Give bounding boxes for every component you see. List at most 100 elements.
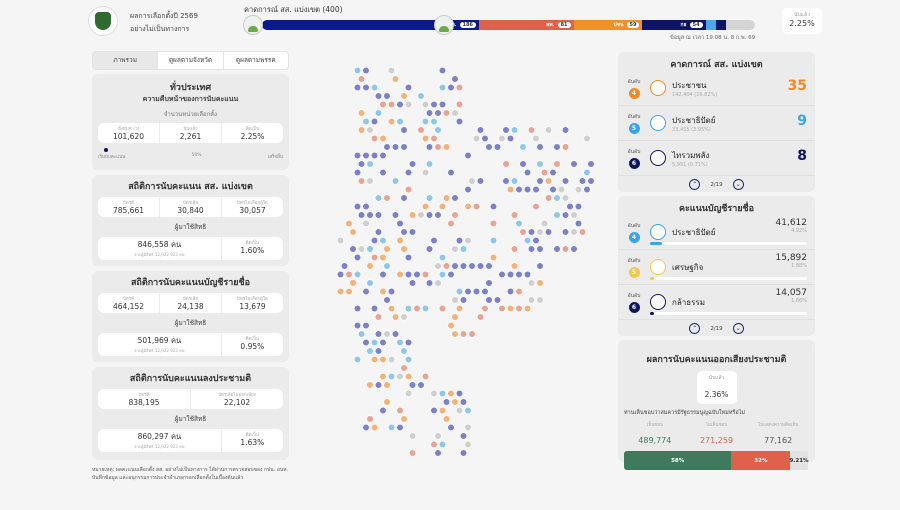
constituency-dot[interactable]	[468, 262, 476, 270]
constituency-dot[interactable]	[464, 151, 472, 160]
projection-row[interactable]: อันดับ 5 ประชาธิปัตย์ 33,455 (3.95%) 9	[618, 106, 815, 141]
constituency-dot[interactable]	[379, 168, 387, 177]
constituency-dot[interactable]	[396, 100, 404, 109]
constituency-dot[interactable]	[459, 296, 468, 304]
constituency-dot[interactable]	[438, 100, 447, 109]
partylist-row[interactable]: อันดับ 5 เศรษฐกิจ 15,892 1.88%	[618, 250, 815, 285]
constituency-dot[interactable]	[362, 151, 370, 160]
constituency-dot[interactable]	[425, 211, 434, 219]
constituency-dot[interactable]	[421, 134, 430, 143]
constituency-dot[interactable]	[366, 160, 374, 168]
constituency-dot[interactable]	[498, 270, 506, 279]
constituency-dot[interactable]	[391, 313, 400, 321]
constituency-dot[interactable]	[349, 245, 357, 253]
constituency-dot[interactable]	[549, 168, 557, 177]
chevron-up-icon[interactable]: ⌃	[689, 179, 701, 190]
constituency-dot[interactable]	[451, 398, 459, 406]
constituency-dot[interactable]	[396, 219, 404, 228]
tab-by-province[interactable]: ดูผลตามจังหวัด	[158, 52, 224, 69]
constituency-dot[interactable]	[510, 245, 519, 253]
constituency-dot[interactable]	[379, 372, 387, 381]
constituency-dot[interactable]	[374, 194, 383, 202]
constituency-dot[interactable]	[544, 126, 553, 134]
constituency-dot[interactable]	[430, 236, 438, 245]
constituency-dot[interactable]	[536, 177, 544, 185]
constituency-dot[interactable]	[510, 262, 519, 270]
constituency-dot[interactable]	[408, 228, 417, 236]
constituency-dot[interactable]	[379, 270, 387, 279]
constituency-dot[interactable]	[455, 287, 464, 296]
constituency-dot[interactable]	[515, 304, 523, 313]
constituency-dot[interactable]	[362, 321, 370, 330]
constituency-dot[interactable]	[396, 372, 404, 381]
constituency-dot[interactable]	[553, 143, 561, 151]
constituency-dot[interactable]	[345, 287, 353, 296]
constituency-dot[interactable]	[451, 330, 459, 338]
constituency-dot[interactable]	[366, 245, 374, 253]
constituency-dot[interactable]	[387, 423, 396, 432]
constituency-dot[interactable]	[464, 440, 472, 449]
chevron-down-icon[interactable]: ⌄	[732, 179, 744, 190]
constituency-dot[interactable]	[379, 406, 387, 415]
constituency-dot[interactable]	[387, 66, 396, 75]
constituency-dot[interactable]	[557, 185, 566, 194]
constituency-dot[interactable]	[523, 168, 532, 177]
constituency-dot[interactable]	[362, 66, 370, 75]
constituency-dot[interactable]	[519, 160, 527, 168]
constituency-dot[interactable]	[493, 296, 502, 304]
constituency-dot[interactable]	[404, 338, 413, 347]
constituency-dot[interactable]	[451, 194, 459, 202]
constituency-dot[interactable]	[387, 100, 396, 109]
constituency-dot[interactable]	[391, 75, 400, 83]
constituency-dot[interactable]	[455, 389, 464, 398]
constituency-dot[interactable]	[464, 406, 472, 415]
constituency-dot[interactable]	[515, 270, 523, 279]
constituency-dot[interactable]	[366, 279, 374, 287]
constituency-dot[interactable]	[506, 270, 515, 279]
constituency-dot[interactable]	[561, 211, 570, 219]
constituency-dot[interactable]	[413, 304, 421, 313]
constituency-dot[interactable]	[506, 185, 515, 194]
constituency-dot[interactable]	[459, 398, 468, 406]
constituency-dot[interactable]	[379, 236, 387, 245]
constituency-dot[interactable]	[527, 126, 536, 134]
constituency-dot[interactable]	[570, 245, 578, 253]
constituency-dot[interactable]	[353, 151, 362, 160]
constituency-dot[interactable]	[502, 160, 510, 168]
constituency-dot[interactable]	[374, 313, 383, 321]
constituency-dot[interactable]	[425, 160, 434, 168]
constituency-dot[interactable]	[353, 83, 362, 92]
constituency-dot[interactable]	[574, 202, 583, 211]
constituency-dot[interactable]	[570, 211, 578, 219]
constituency-dot[interactable]	[498, 134, 506, 143]
constituency-dot[interactable]	[421, 168, 430, 177]
constituency-dot[interactable]	[574, 185, 583, 194]
constituency-dot[interactable]	[387, 287, 396, 296]
constituency-dot[interactable]	[370, 304, 379, 313]
constituency-dot[interactable]	[400, 415, 408, 423]
constituency-dot[interactable]	[455, 117, 464, 126]
constituency-dot[interactable]	[472, 287, 481, 296]
constituency-dot[interactable]	[447, 321, 455, 330]
constituency-dot[interactable]	[506, 304, 515, 313]
constituency-dot[interactable]	[391, 211, 400, 219]
constituency-dot[interactable]	[434, 262, 442, 270]
constituency-dot[interactable]	[502, 177, 510, 185]
constituency-dot[interactable]	[417, 381, 425, 389]
constituency-dot[interactable]	[404, 168, 413, 177]
constituency-dot[interactable]	[527, 279, 536, 287]
constituency-dot[interactable]	[370, 423, 379, 432]
constituency-dot[interactable]	[451, 262, 459, 270]
constituency-dot[interactable]	[544, 228, 553, 236]
constituency-dot[interactable]	[370, 338, 379, 347]
constituency-dot[interactable]	[540, 219, 549, 228]
constituency-dot[interactable]	[532, 134, 540, 143]
constituency-dot[interactable]	[519, 143, 527, 151]
constituency-dot[interactable]	[430, 117, 438, 126]
constituency-dot[interactable]	[336, 236, 345, 245]
constituency-dot[interactable]	[523, 185, 532, 194]
projection-row[interactable]: อันดับ 4 ประชาชน 142,404 (16.82%) 35	[618, 71, 815, 106]
constituency-dot[interactable]	[421, 372, 430, 381]
tab-overview[interactable]: ภาพรวม	[93, 52, 159, 69]
constituency-dot[interactable]	[485, 143, 493, 151]
